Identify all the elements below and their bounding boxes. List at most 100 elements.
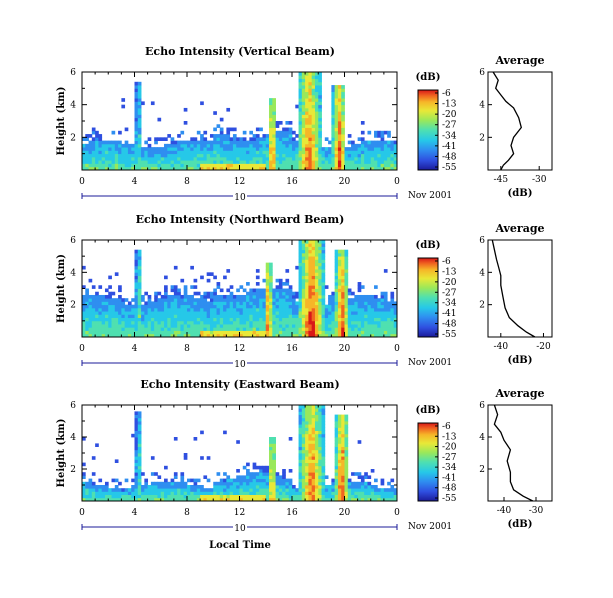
heatmap-cell (206, 156, 211, 161)
heatmap-cell (321, 449, 326, 454)
heatmap-cell (239, 491, 244, 495)
colorbar-tick-label: -48 (442, 484, 457, 494)
heatmap-cell (305, 456, 309, 460)
heatmap-cell (134, 485, 139, 489)
heatmap-cell (144, 497, 149, 502)
heatmap-cell (137, 459, 142, 463)
heatmap-cell (170, 285, 175, 289)
heatmap-cell (324, 137, 329, 141)
heatmap-cell (318, 91, 322, 96)
heatmap-cell (324, 307, 329, 312)
heatmap-cell (164, 275, 168, 280)
heatmap-cell (331, 314, 336, 318)
heatmap-cell (298, 130, 303, 135)
heatmap-cell (383, 298, 388, 302)
heatmap-cell (239, 488, 244, 492)
heatmap-cell (200, 314, 204, 318)
heatmap-cell (380, 301, 385, 306)
heatmap-cell (314, 243, 319, 247)
heatmap-cell (134, 440, 139, 444)
heatmap-cell (311, 124, 316, 128)
heatmap-cell (331, 140, 336, 145)
heatmap-cell (367, 153, 372, 158)
heatmap-cell (114, 320, 119, 325)
heatmap-cell (118, 311, 122, 315)
heatmap-cell (259, 153, 263, 158)
x-tick-label: 8 (184, 508, 190, 518)
heatmap-cell (246, 317, 250, 322)
heatmap-cell (150, 147, 155, 151)
heatmap-cell (236, 317, 240, 322)
heatmap-cell (331, 491, 336, 495)
heatmap-cell (374, 166, 378, 171)
heatmap-cell (101, 485, 106, 489)
heatmap-cell (108, 301, 112, 306)
heatmap-cell (360, 301, 365, 306)
heatmap-cell (334, 307, 339, 312)
heatmap-cell (314, 104, 319, 109)
heatmap-cell (370, 317, 375, 322)
heatmap-cell (134, 153, 139, 158)
heatmap-cell (216, 494, 221, 499)
heatmap-cell (321, 437, 326, 441)
heatmap-cell (131, 314, 135, 318)
heatmap-cell (262, 324, 267, 328)
heatmap-cell (134, 265, 139, 270)
heatmap-cell (124, 147, 129, 151)
heatmap-cell (134, 465, 139, 470)
colorbar-tick-label: -41 (442, 142, 457, 152)
heatmap-cell (318, 320, 322, 325)
heatmap-cell (252, 317, 257, 322)
heatmap-cell (305, 72, 309, 76)
heatmap-cell (167, 134, 171, 138)
heatmap-cell (360, 320, 365, 325)
heatmap-cell (269, 298, 273, 302)
heatmap-cell (374, 327, 378, 331)
heatmap-cell (101, 143, 106, 148)
heatmap-cell (180, 150, 185, 155)
heatmap-cell (354, 481, 359, 486)
heatmap-cell (298, 98, 303, 102)
heatmap-cell (255, 314, 260, 318)
heatmap-cell (324, 160, 329, 164)
heatmap-cell (131, 160, 135, 164)
heatmap-cell (134, 417, 139, 422)
heatmap-cell (187, 160, 191, 164)
heatmap-cell (259, 137, 263, 141)
heatmap-cell (101, 147, 106, 151)
heatmap-cell (278, 317, 283, 322)
heatmap-cell (252, 314, 257, 318)
heatmap-cell (124, 491, 129, 495)
heatmap-cell (209, 327, 214, 331)
heatmap-cell (193, 150, 198, 155)
heatmap-cell (252, 475, 257, 479)
heatmap-cell (308, 88, 313, 92)
heatmap-cell (85, 311, 89, 315)
heatmap-cell (265, 317, 270, 322)
heatmap-cell (298, 256, 303, 260)
heatmap-cell (226, 333, 231, 338)
heatmap-cell (262, 288, 267, 293)
heatmap-cell (308, 150, 313, 155)
heatmap-cell (387, 320, 391, 325)
heatmap-cell (167, 497, 171, 502)
heatmap-cell (134, 327, 139, 331)
heatmap-cell (331, 124, 336, 128)
heatmap-cell (173, 472, 178, 476)
heatmap-cell (318, 475, 322, 479)
heatmap-cell (321, 417, 326, 422)
heatmap-cell (311, 330, 316, 335)
x-tick-label: 16 (286, 344, 298, 354)
heatmap-cell (282, 330, 286, 335)
heatmap-cell (344, 459, 349, 463)
heatmap-cell (262, 481, 267, 486)
heatmap-cell (203, 475, 208, 479)
heatmap-cell (88, 163, 93, 168)
heatmap-cell (213, 163, 217, 168)
heatmap-cell (292, 150, 296, 155)
heatmap-cell (305, 405, 309, 409)
heatmap-cell (259, 494, 263, 499)
heatmap-cell (334, 424, 339, 428)
heatmap-cell (249, 481, 254, 486)
